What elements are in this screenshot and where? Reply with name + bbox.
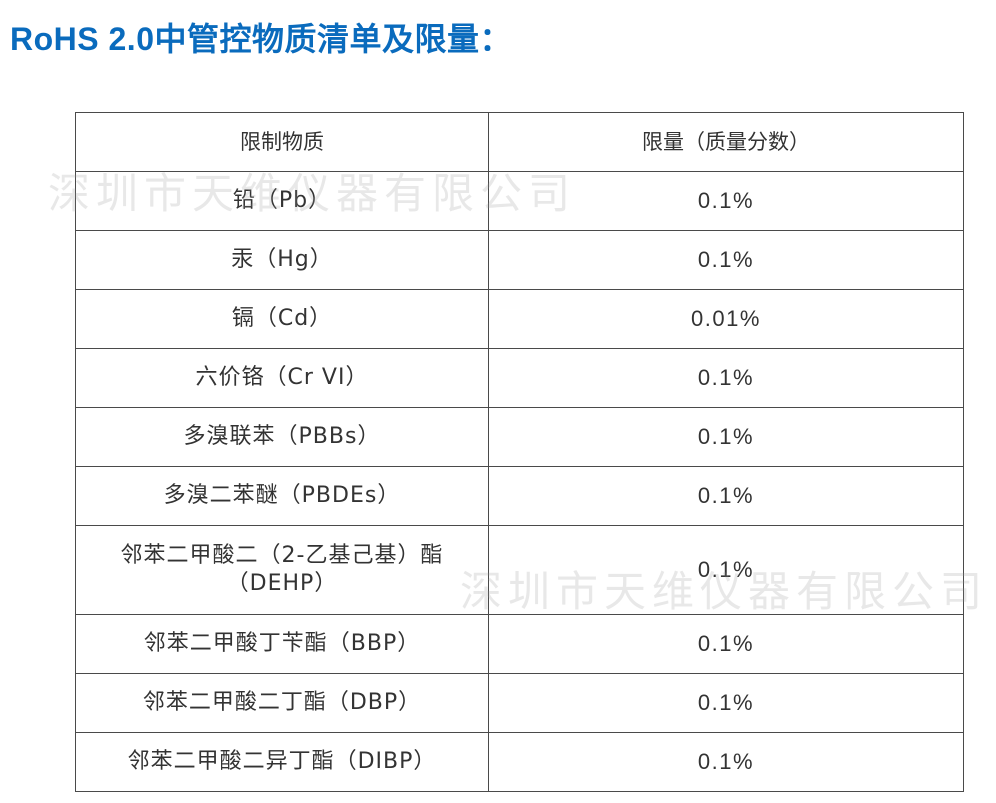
table-header-row: 限制物质 限量（质量分数） — [75, 112, 964, 172]
header-substance: 限制物质 — [75, 112, 489, 172]
table-row: 多溴二苯醚（PBDEs） 0.1% — [75, 466, 964, 526]
table-row: 邻苯二甲酸二（2-乙基己基）酯（DEHP） 0.1% — [75, 525, 964, 615]
header-limit: 限量（质量分数） — [488, 112, 964, 172]
limit-cell: 0.1% — [488, 407, 964, 467]
limit-cell: 0.1% — [488, 732, 964, 792]
table-row: 邻苯二甲酸二异丁酯（DIBP） 0.1% — [75, 732, 964, 792]
table-row: 镉（Cd） 0.01% — [75, 289, 964, 349]
limit-cell: 0.1% — [488, 171, 964, 231]
limit-cell: 0.01% — [488, 289, 964, 349]
substance-cell: 铅（Pb） — [75, 171, 489, 231]
rohs-substance-table: 限制物质 限量（质量分数） 铅（Pb） 0.1% 汞（Hg） 0.1% 镉（Cd… — [75, 112, 964, 792]
table-row: 汞（Hg） 0.1% — [75, 230, 964, 290]
table-row: 六价铬（Cr VI） 0.1% — [75, 348, 964, 408]
substance-cell: 多溴二苯醚（PBDEs） — [75, 466, 489, 526]
limit-cell: 0.1% — [488, 614, 964, 674]
limit-cell: 0.1% — [488, 525, 964, 615]
substance-cell: 镉（Cd） — [75, 289, 489, 349]
table-row: 邻苯二甲酸丁苄酯（BBP） 0.1% — [75, 614, 964, 674]
substance-cell: 六价铬（Cr VI） — [75, 348, 489, 408]
table-row: 铅（Pb） 0.1% — [75, 171, 964, 231]
limit-cell: 0.1% — [488, 673, 964, 733]
table-row: 多溴联苯（PBBs） 0.1% — [75, 407, 964, 467]
table-row: 邻苯二甲酸二丁酯（DBP） 0.1% — [75, 673, 964, 733]
substance-cell: 邻苯二甲酸丁苄酯（BBP） — [75, 614, 489, 674]
substance-cell: 邻苯二甲酸二异丁酯（DIBP） — [75, 732, 489, 792]
substance-cell: 邻苯二甲酸二丁酯（DBP） — [75, 673, 489, 733]
limit-cell: 0.1% — [488, 348, 964, 408]
substance-cell: 汞（Hg） — [75, 230, 489, 290]
limit-cell: 0.1% — [488, 466, 964, 526]
limit-cell: 0.1% — [488, 230, 964, 290]
substance-cell: 邻苯二甲酸二（2-乙基己基）酯（DEHP） — [75, 525, 489, 615]
substance-cell: 多溴联苯（PBBs） — [75, 407, 489, 467]
page-title: RoHS 2.0中管控物质清单及限量： — [10, 21, 512, 57]
